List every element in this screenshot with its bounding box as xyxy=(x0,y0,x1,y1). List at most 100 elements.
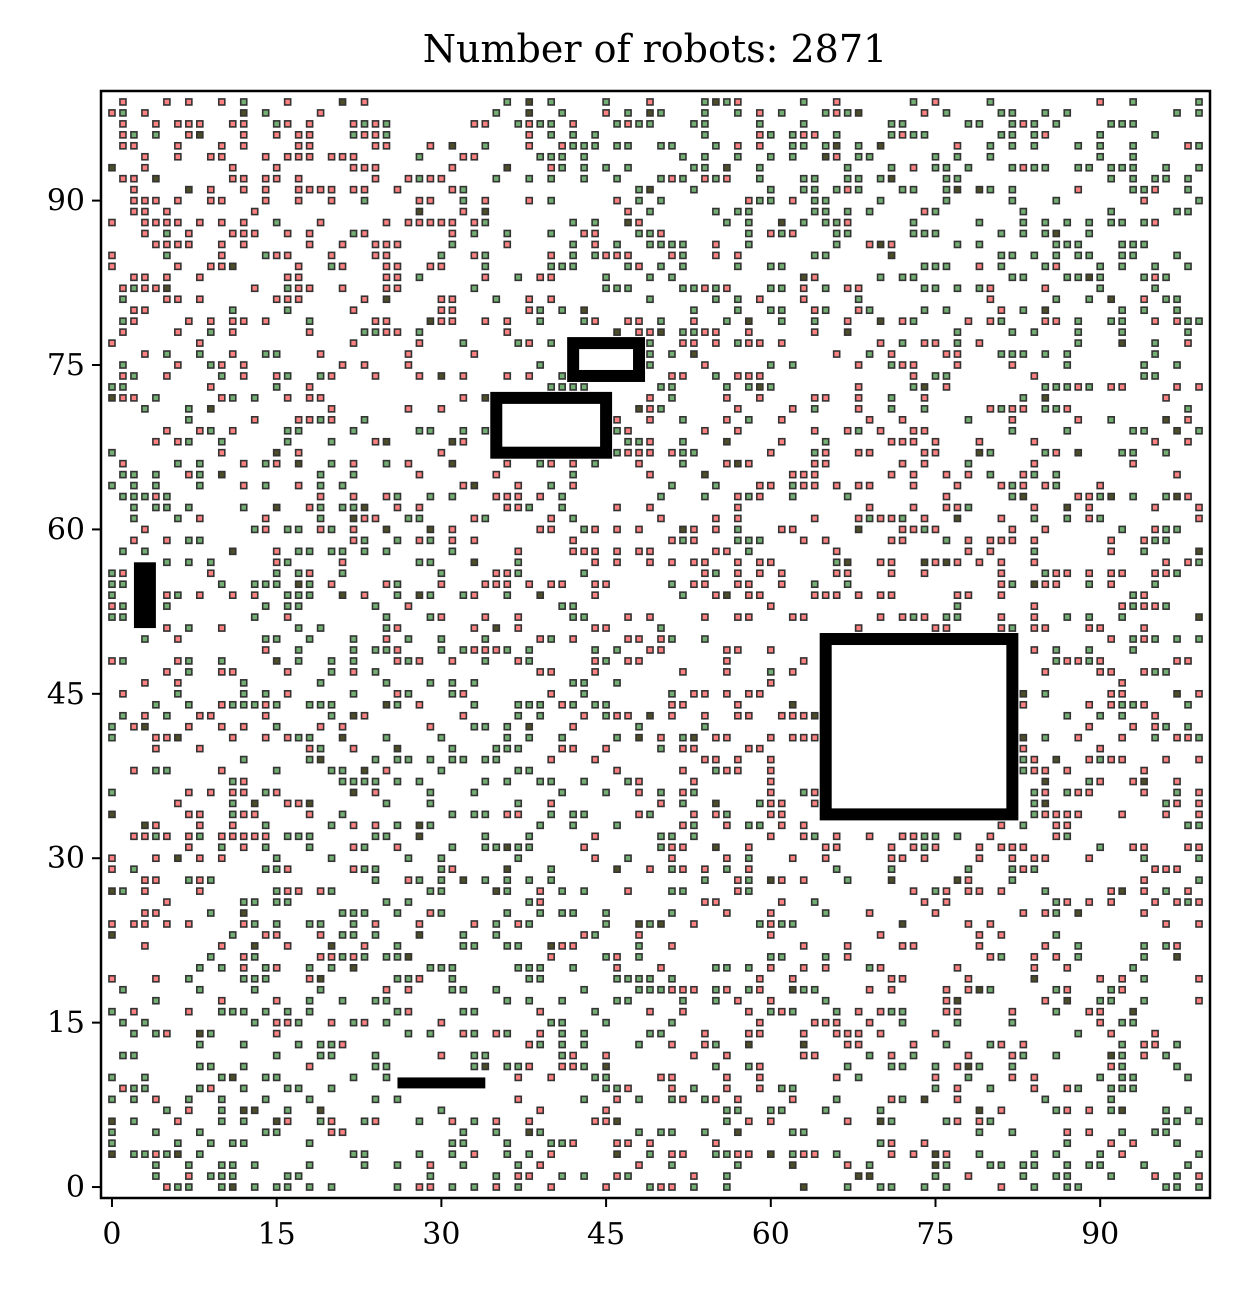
robot-marker xyxy=(141,1073,149,1082)
robot-marker xyxy=(701,689,709,698)
robot-marker xyxy=(426,262,435,271)
robot-marker xyxy=(217,624,226,632)
robot-marker xyxy=(426,317,435,325)
robot-marker xyxy=(657,920,665,928)
robot-marker xyxy=(305,832,314,841)
robot-marker xyxy=(712,141,720,150)
robot-marker xyxy=(492,1183,501,1191)
robot-marker xyxy=(1041,909,1050,917)
robot-marker xyxy=(898,437,907,446)
robot-marker xyxy=(843,1040,852,1049)
robot-marker xyxy=(799,964,808,972)
robot-marker xyxy=(1195,141,1203,150)
robot-marker xyxy=(931,1150,940,1158)
robot-marker xyxy=(349,163,358,172)
robot-marker xyxy=(1030,755,1039,764)
robot-marker xyxy=(283,437,292,446)
robot-marker xyxy=(415,1150,424,1158)
robot-marker xyxy=(1129,700,1137,709)
robot-marker xyxy=(1173,109,1181,117)
robot-marker xyxy=(481,207,490,216)
robot-marker xyxy=(459,196,468,205)
robot-marker xyxy=(283,558,292,567)
robot-marker xyxy=(942,1183,951,1191)
robot-marker xyxy=(294,646,303,654)
robot-marker xyxy=(283,591,292,599)
robot-marker xyxy=(679,339,687,347)
robot-marker xyxy=(448,240,457,249)
robot-marker xyxy=(174,1117,182,1126)
robot-marker xyxy=(382,613,391,621)
robot-marker xyxy=(141,284,149,293)
robot-marker xyxy=(382,799,391,808)
robot-marker xyxy=(261,1073,270,1082)
robot-marker xyxy=(1052,251,1061,260)
robot-marker xyxy=(130,503,138,512)
robot-marker xyxy=(624,251,632,260)
robot-marker xyxy=(217,361,226,369)
robot-marker xyxy=(909,503,918,512)
robot-marker xyxy=(1151,1029,1159,1038)
robot-marker xyxy=(1195,613,1203,621)
robot-marker xyxy=(514,339,523,347)
robot-marker xyxy=(887,1183,896,1191)
robot-marker xyxy=(1140,1161,1148,1169)
robot-marker xyxy=(635,262,643,271)
robot-marker xyxy=(865,514,874,523)
robot-marker xyxy=(459,372,468,380)
robot-marker xyxy=(1030,624,1039,632)
robot-marker xyxy=(591,131,599,139)
robot-marker xyxy=(185,185,193,194)
robot-marker xyxy=(920,854,929,863)
robot-marker xyxy=(646,437,654,446)
robot-marker xyxy=(1107,1106,1116,1115)
robot-marker xyxy=(843,328,852,336)
robot-marker xyxy=(536,306,545,315)
robot-marker xyxy=(174,141,182,150)
robot-marker xyxy=(1052,569,1061,578)
robot-marker xyxy=(909,361,918,369)
robot-marker xyxy=(360,415,369,424)
robot-marker xyxy=(536,887,545,895)
robot-marker xyxy=(602,98,610,106)
robot-marker xyxy=(734,525,742,534)
robot-marker xyxy=(261,843,270,852)
robot-marker xyxy=(1063,514,1072,523)
robot-marker xyxy=(108,569,116,578)
robot-marker xyxy=(283,602,292,610)
robot-marker xyxy=(810,448,819,457)
robot-marker xyxy=(657,1128,665,1137)
robot-marker xyxy=(1129,591,1137,599)
robot-marker xyxy=(261,635,270,643)
robot-marker xyxy=(1140,185,1148,194)
robot-marker xyxy=(459,646,468,654)
robot-marker xyxy=(1019,306,1028,315)
robot-marker xyxy=(635,931,643,939)
robot-marker xyxy=(1129,602,1137,610)
robot-marker xyxy=(1063,810,1072,819)
robot-marker xyxy=(788,131,797,139)
robot-marker xyxy=(1162,492,1170,501)
robot-marker xyxy=(909,383,918,391)
robot-marker xyxy=(1184,174,1192,183)
robot-marker xyxy=(701,876,709,884)
robot-marker xyxy=(843,163,852,172)
robot-marker xyxy=(196,1040,204,1049)
robot-marker xyxy=(723,284,731,293)
robot-marker xyxy=(217,152,226,161)
robot-marker xyxy=(272,174,281,183)
robot-marker xyxy=(580,1029,588,1038)
robot-marker xyxy=(163,536,171,545)
robot-marker xyxy=(723,733,731,742)
robot-marker xyxy=(591,525,599,534)
robot-marker xyxy=(250,832,259,841)
robot-marker xyxy=(382,1018,391,1027)
robot-marker xyxy=(1195,383,1203,391)
robot-marker xyxy=(1173,942,1181,950)
robot-marker xyxy=(953,1117,962,1126)
robot-marker xyxy=(1173,898,1181,906)
robot-marker xyxy=(1107,207,1116,216)
robot-marker xyxy=(635,953,643,961)
robot-marker xyxy=(294,273,303,282)
robot-marker xyxy=(887,536,896,545)
